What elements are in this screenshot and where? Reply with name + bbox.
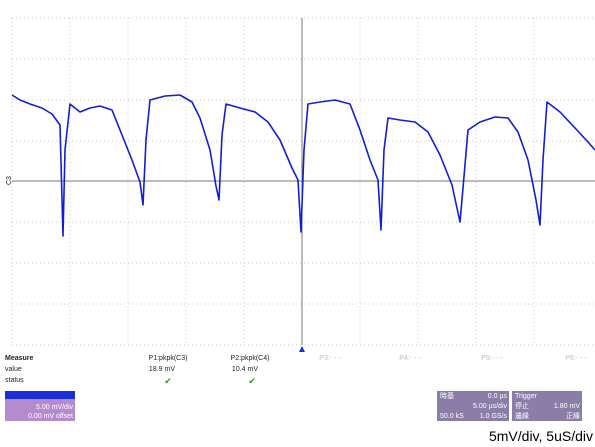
channel-offset: 0.00 mV offset (28, 413, 73, 420)
trigger-level: 1.80 mV (554, 403, 580, 410)
channel-label: C3 (6, 176, 13, 185)
timebase-rate: 1.0 GS/s (480, 413, 508, 420)
trigger-slope: 正緣 (566, 411, 580, 420)
param-name: P6:- - - (565, 355, 587, 362)
caption: 5mV/div, 5uS/div (489, 428, 593, 444)
row-label: status (5, 377, 24, 384)
param-status: ✔ (164, 376, 172, 386)
param-value: 10.4 mV (232, 366, 258, 373)
waveform (11, 94, 595, 237)
timebase-points: 50.0 kS (440, 413, 464, 420)
channel-box-header (5, 391, 75, 399)
timebase-delay: 0.0 µs (488, 393, 508, 400)
row-label: value (5, 366, 22, 373)
param-name: P4:- - - (399, 355, 421, 362)
timebase-scale: 5.00 µs/div (473, 403, 507, 410)
param-name: P2:pkpk(C4) (231, 355, 270, 362)
timebase-box[interactable] (437, 391, 509, 421)
param-status: ✔ (248, 376, 256, 386)
trigger-mode: 停止 (515, 401, 529, 410)
param-value: 18.9 mV (149, 366, 175, 373)
param-name: P3:- - - (319, 355, 341, 362)
param-name: P5:- - - (481, 355, 503, 362)
param-name: P1:pkpk(C3) (149, 355, 188, 362)
measure-title: Measure (5, 355, 34, 362)
trigger-type: 邊緣 (515, 411, 529, 420)
trigger-marker (299, 346, 305, 352)
channel-scale: 5.00 mV/div (36, 404, 73, 411)
timebase-title: 時基 (440, 391, 454, 400)
grid (11, 17, 595, 346)
trigger-box[interactable] (512, 391, 582, 421)
trigger-title: Trigger (515, 393, 538, 400)
